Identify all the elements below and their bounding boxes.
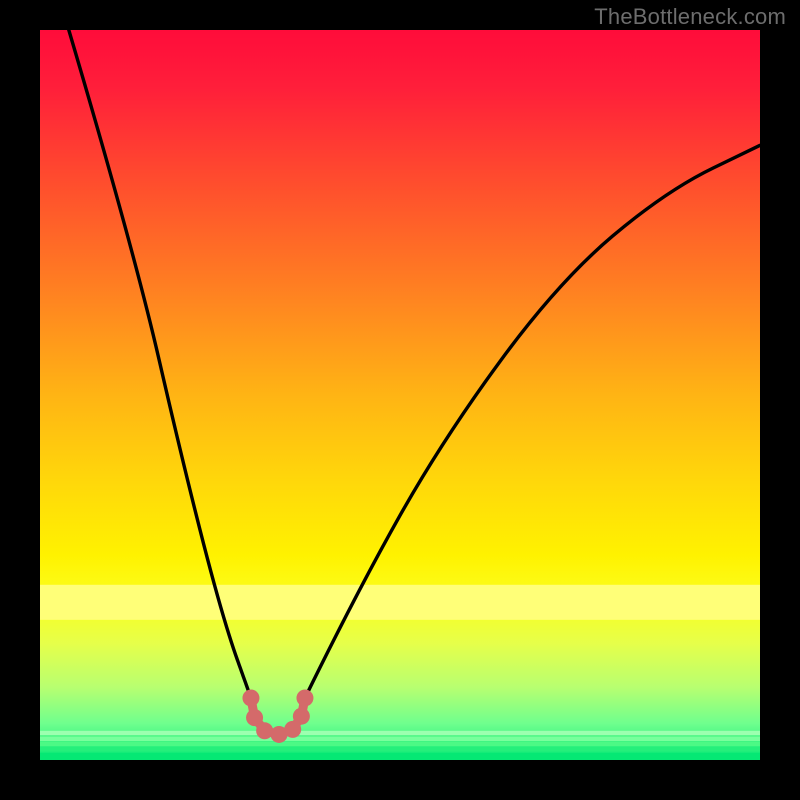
notch-dot — [256, 722, 273, 739]
chart-stage: TheBottleneck.com — [0, 0, 800, 800]
notch-dot — [293, 708, 310, 725]
bottleneck-chart — [0, 0, 800, 800]
notch-dot — [242, 689, 259, 706]
watermark-text: TheBottleneck.com — [594, 4, 786, 30]
gradient-field — [40, 30, 760, 760]
notch-dot — [296, 689, 313, 706]
